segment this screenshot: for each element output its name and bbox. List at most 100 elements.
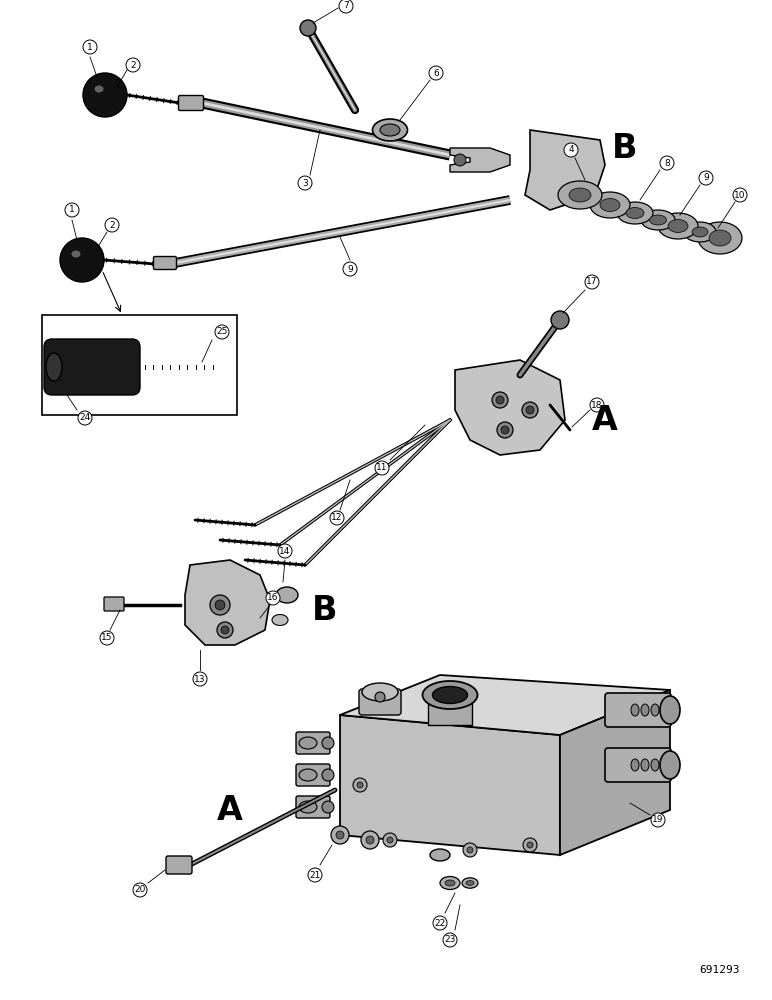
Ellipse shape <box>432 686 468 704</box>
FancyBboxPatch shape <box>44 339 140 395</box>
Ellipse shape <box>299 801 317 813</box>
Circle shape <box>443 933 457 947</box>
Ellipse shape <box>658 213 698 239</box>
Circle shape <box>215 600 225 610</box>
Circle shape <box>496 396 504 404</box>
Circle shape <box>83 73 127 117</box>
Circle shape <box>497 422 513 438</box>
Circle shape <box>83 40 97 54</box>
Ellipse shape <box>299 737 317 749</box>
Circle shape <box>361 831 379 849</box>
Circle shape <box>590 398 604 412</box>
Ellipse shape <box>272 614 288 626</box>
Polygon shape <box>560 690 670 855</box>
Circle shape <box>78 411 92 425</box>
Circle shape <box>564 143 578 157</box>
Ellipse shape <box>649 215 666 225</box>
FancyBboxPatch shape <box>296 732 330 754</box>
Circle shape <box>585 275 599 289</box>
Text: 691293: 691293 <box>699 965 740 975</box>
Circle shape <box>699 171 713 185</box>
FancyBboxPatch shape <box>42 315 237 415</box>
Circle shape <box>330 511 344 525</box>
Text: 14: 14 <box>279 546 291 556</box>
FancyBboxPatch shape <box>296 796 330 818</box>
Circle shape <box>375 461 389 475</box>
Circle shape <box>336 831 344 839</box>
Ellipse shape <box>362 683 398 701</box>
Text: 16: 16 <box>267 593 279 602</box>
Ellipse shape <box>46 353 62 381</box>
Circle shape <box>501 426 509 434</box>
Circle shape <box>105 218 119 232</box>
Circle shape <box>298 176 312 190</box>
Ellipse shape <box>660 696 680 724</box>
Ellipse shape <box>94 86 103 93</box>
Ellipse shape <box>651 759 659 771</box>
Ellipse shape <box>430 849 450 861</box>
FancyBboxPatch shape <box>104 597 124 611</box>
Text: 25: 25 <box>216 328 228 336</box>
Ellipse shape <box>668 220 688 232</box>
Circle shape <box>210 595 230 615</box>
Text: 18: 18 <box>591 400 603 410</box>
Text: A: A <box>217 794 243 826</box>
Circle shape <box>266 591 280 605</box>
FancyBboxPatch shape <box>178 96 204 110</box>
Circle shape <box>343 262 357 276</box>
Circle shape <box>221 626 229 634</box>
Circle shape <box>65 203 79 217</box>
Text: 10: 10 <box>734 190 746 200</box>
Circle shape <box>383 833 397 847</box>
Circle shape <box>429 66 443 80</box>
FancyBboxPatch shape <box>605 748 671 782</box>
Circle shape <box>467 847 473 853</box>
Circle shape <box>133 883 147 897</box>
Ellipse shape <box>600 198 620 212</box>
Text: B: B <box>612 131 638 164</box>
Circle shape <box>523 838 537 852</box>
Circle shape <box>463 843 477 857</box>
Circle shape <box>375 692 385 702</box>
Circle shape <box>278 544 292 558</box>
Circle shape <box>126 58 140 72</box>
Text: 2: 2 <box>130 60 136 70</box>
Polygon shape <box>455 360 565 455</box>
Circle shape <box>527 842 533 848</box>
Text: B: B <box>312 593 338 626</box>
Circle shape <box>526 406 534 414</box>
Circle shape <box>60 238 104 282</box>
Ellipse shape <box>709 230 731 246</box>
Circle shape <box>100 631 114 645</box>
Polygon shape <box>450 148 510 172</box>
Circle shape <box>217 622 233 638</box>
Text: 2: 2 <box>109 221 115 230</box>
FancyBboxPatch shape <box>166 856 192 874</box>
Ellipse shape <box>631 704 639 716</box>
Ellipse shape <box>380 124 400 136</box>
Ellipse shape <box>445 880 455 886</box>
Text: 20: 20 <box>134 886 146 894</box>
Ellipse shape <box>440 876 460 890</box>
FancyBboxPatch shape <box>428 695 472 725</box>
Text: A: A <box>592 403 618 436</box>
Ellipse shape <box>651 704 659 716</box>
Text: 15: 15 <box>101 634 113 643</box>
Polygon shape <box>340 715 560 855</box>
Circle shape <box>492 392 508 408</box>
Circle shape <box>522 402 538 418</box>
Ellipse shape <box>276 587 298 603</box>
Ellipse shape <box>466 881 474 885</box>
Circle shape <box>733 188 747 202</box>
Ellipse shape <box>641 210 675 230</box>
Text: 13: 13 <box>195 674 206 684</box>
Ellipse shape <box>299 769 317 781</box>
Ellipse shape <box>626 208 644 219</box>
Ellipse shape <box>641 704 649 716</box>
Text: 7: 7 <box>343 1 349 10</box>
Circle shape <box>353 778 367 792</box>
Text: 4: 4 <box>568 145 574 154</box>
Text: 9: 9 <box>703 174 709 182</box>
Ellipse shape <box>322 737 334 749</box>
Ellipse shape <box>72 250 80 257</box>
